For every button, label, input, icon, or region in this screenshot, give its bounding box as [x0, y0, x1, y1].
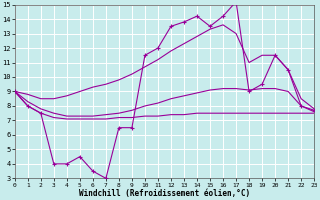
X-axis label: Windchill (Refroidissement éolien,°C): Windchill (Refroidissement éolien,°C): [79, 189, 250, 198]
